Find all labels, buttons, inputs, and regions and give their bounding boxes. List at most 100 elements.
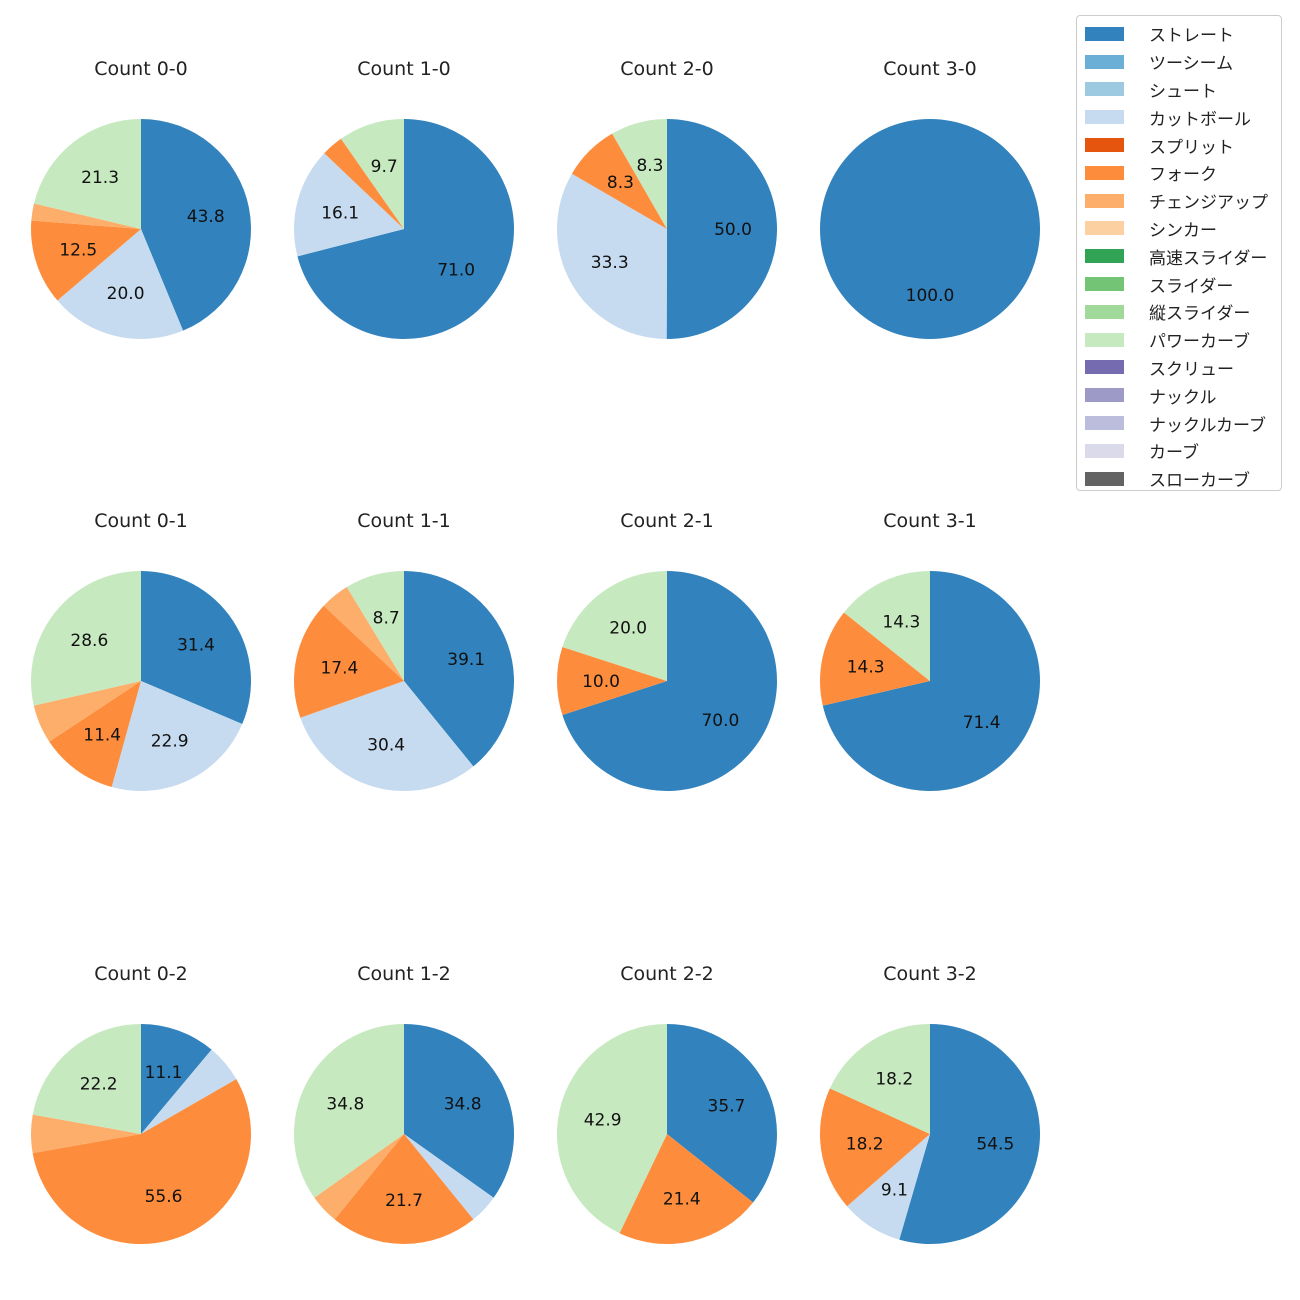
legend-label: ストレート xyxy=(1149,26,1234,47)
pie-slice xyxy=(30,1114,141,1154)
pie-slice xyxy=(141,1024,212,1134)
legend-label: シンカー xyxy=(1149,220,1217,241)
legend-label: 高速スライダー xyxy=(1149,248,1268,269)
slice-label: 9.1 xyxy=(881,1181,908,1201)
legend-swatch xyxy=(1085,221,1124,236)
pie-slice xyxy=(557,647,667,715)
pie-slice xyxy=(667,1024,778,1203)
slice-label: 14.3 xyxy=(882,613,920,633)
legend-swatch xyxy=(1085,54,1124,69)
pie-title: Count 0-2 xyxy=(94,963,188,985)
pie-chart: Count 3-0 100.0 xyxy=(820,58,1040,339)
legend-item: スライダー xyxy=(1085,270,1281,298)
legend-swatch xyxy=(1085,471,1124,486)
pie-chart: Count 3-2 54.5 9.1 18.2 18.2 xyxy=(819,963,1040,1245)
legend-label: スプリット xyxy=(1149,137,1234,158)
legend-label: カットボール xyxy=(1149,109,1251,130)
legend-item: ツーシーム xyxy=(1085,48,1281,76)
pie-slice xyxy=(571,133,667,229)
pie-slice xyxy=(341,119,404,229)
slice-label: 12.5 xyxy=(59,240,97,260)
pie-title: Count 0-0 xyxy=(94,58,188,80)
pie-slice xyxy=(297,119,514,339)
legend-label: シュート xyxy=(1149,81,1217,102)
legend-item: スプリット xyxy=(1085,131,1281,159)
slice-label: 11.1 xyxy=(145,1063,183,1083)
slice-label: 8.3 xyxy=(607,173,634,193)
legend-swatch xyxy=(1085,138,1124,153)
pie-slice xyxy=(619,1134,754,1245)
legend-label: スクリュー xyxy=(1149,359,1234,380)
slice-label: 18.2 xyxy=(875,1069,913,1089)
pie-chart: Count 3-1 71.4 14.3 14.3 xyxy=(820,510,1040,791)
slice-label: 14.3 xyxy=(847,657,885,677)
slice-label: 55.6 xyxy=(145,1187,183,1207)
slice-label: 42.9 xyxy=(584,1110,622,1130)
pie-chart: Count 2-2 35.7 21.4 42.9 xyxy=(557,963,778,1245)
legend-item: ストレート xyxy=(1085,20,1281,48)
pie-slice xyxy=(314,1134,404,1220)
pie-slice xyxy=(346,571,404,681)
legend-swatch xyxy=(1085,388,1124,403)
pie-slice xyxy=(404,571,514,767)
pie-chart: Count 2-0 50.0 33.3 8.38.3 xyxy=(557,58,778,339)
pie-slice xyxy=(323,587,404,681)
legend-swatch xyxy=(1085,332,1124,347)
pie-slice xyxy=(820,119,1040,339)
pie-title: Count 1-2 xyxy=(357,963,451,985)
pie-slice xyxy=(33,681,141,742)
pie-slice xyxy=(293,605,404,718)
legend-item: シンカー xyxy=(1085,215,1281,243)
legend-item: カーブ xyxy=(1085,437,1281,465)
pie-slice xyxy=(293,1024,404,1198)
legend-item: カットボール xyxy=(1085,103,1281,131)
legend-swatch xyxy=(1085,110,1124,125)
slice-label: 9.7 xyxy=(371,157,398,177)
slice-label: 34.8 xyxy=(326,1095,364,1115)
pie-slice xyxy=(49,681,141,788)
legend-label: ナックル xyxy=(1149,387,1217,408)
slice-label: 18.2 xyxy=(846,1135,884,1155)
legend-item: ナックル xyxy=(1085,381,1281,409)
legend-item: スローカーブ xyxy=(1085,465,1281,493)
legend-swatch xyxy=(1085,304,1124,319)
legend-item: スクリュー xyxy=(1085,354,1281,382)
pie-slice xyxy=(141,119,251,331)
slice-label: 71.0 xyxy=(437,260,475,280)
legend-label: スローカーブ xyxy=(1149,471,1250,492)
slice-label: 39.1 xyxy=(447,650,485,670)
pie-slice xyxy=(820,612,930,706)
legend-swatch xyxy=(1085,360,1124,375)
pie-slice xyxy=(843,571,930,681)
slice-label: 17.4 xyxy=(320,659,358,679)
pie-slice xyxy=(30,220,141,301)
pie-slice xyxy=(32,1024,142,1134)
pie-slice xyxy=(294,153,404,257)
pie-chart: Count 0-2 11.1 55.6 22.2 xyxy=(30,963,252,1244)
pie-chart: Count 0-0 43.8 20.0 12.5 21.3 xyxy=(30,58,251,339)
pie-slice xyxy=(141,1049,237,1134)
slice-label: 33.3 xyxy=(591,253,629,273)
pie-title: Count 1-1 xyxy=(357,510,451,532)
slice-label: 43.8 xyxy=(187,207,225,227)
slice-label: 20.0 xyxy=(609,619,647,639)
slice-label: 100.0 xyxy=(906,286,955,306)
legend-label: カーブ xyxy=(1149,443,1199,464)
pie-slice xyxy=(899,1024,1040,1245)
slice-label: 28.6 xyxy=(70,631,108,651)
pie-slice xyxy=(666,119,778,339)
pie-slice xyxy=(822,571,1040,791)
slice-label: 10.0 xyxy=(582,672,620,692)
pie-title: Count 2-2 xyxy=(620,963,714,985)
pie-chart: Count 1-2 34.8 21.7 34.8 xyxy=(293,963,514,1244)
pie-slice xyxy=(562,571,667,681)
slice-label: 21.4 xyxy=(663,1189,701,1209)
legend-swatch xyxy=(1085,82,1124,97)
pie-slice xyxy=(111,681,243,791)
slice-label: 8.3 xyxy=(636,156,663,176)
slice-label: 70.0 xyxy=(701,711,739,731)
pie-slice xyxy=(612,118,667,229)
legend-label: スライダー xyxy=(1149,276,1234,297)
legend: ストレート ツーシーム シュート カットボール スプリット フォーク チェンジアップ シンカー… xyxy=(1076,15,1282,491)
legend-swatch xyxy=(1085,193,1124,208)
